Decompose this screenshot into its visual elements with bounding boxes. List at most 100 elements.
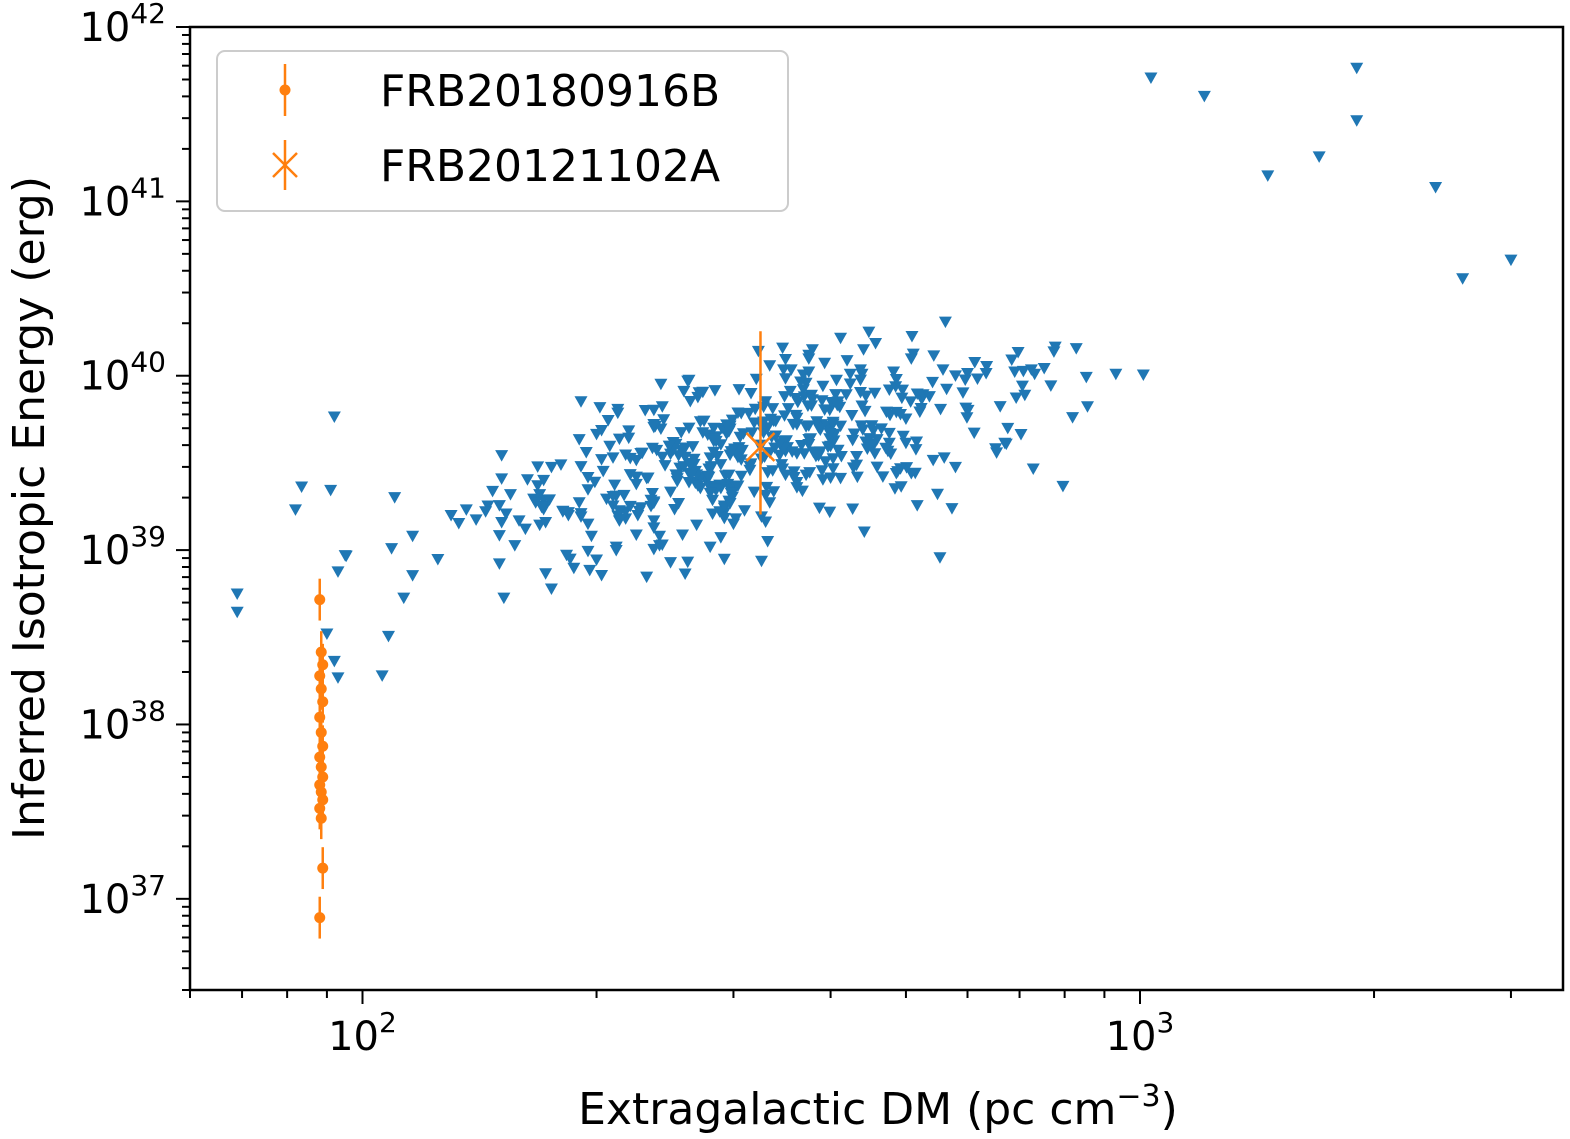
x-axis-label: Extragalactic DM (pc cm−3) bbox=[578, 1079, 1178, 1135]
upper-limit-point bbox=[850, 471, 864, 484]
upper-limit-point bbox=[574, 461, 588, 473]
upper-limit-point bbox=[922, 391, 936, 403]
upper-limit-point bbox=[831, 444, 845, 457]
upper-limit-point bbox=[804, 400, 818, 412]
upper-limit-point bbox=[512, 515, 526, 527]
frb20180916b-point bbox=[314, 912, 326, 924]
upper-limit-point bbox=[821, 441, 835, 454]
upper-limit-point bbox=[469, 514, 483, 526]
upper-limit-point bbox=[554, 459, 568, 471]
upper-limit-point bbox=[590, 554, 604, 566]
upper-limit-point bbox=[834, 420, 848, 433]
y-tick-label: 1041 bbox=[79, 171, 166, 225]
upper-limit-point bbox=[596, 465, 610, 478]
upper-limit-point bbox=[845, 410, 859, 422]
upper-limit-point bbox=[889, 467, 903, 480]
upper-limit-point bbox=[913, 406, 927, 419]
upper-limit-point bbox=[492, 500, 506, 512]
upper-limit-point bbox=[839, 389, 853, 401]
upper-limit-point bbox=[743, 464, 757, 477]
upper-limit-point bbox=[816, 474, 830, 486]
upper-limit-point bbox=[431, 554, 445, 566]
upper-limit-point bbox=[909, 444, 923, 456]
upper-limit-point bbox=[876, 471, 890, 483]
upper-limit-point bbox=[593, 402, 607, 414]
upper-limit-point bbox=[735, 444, 749, 457]
frb20180916b-point bbox=[317, 862, 329, 874]
upper-limit-point bbox=[868, 387, 882, 400]
upper-limit-point bbox=[681, 556, 695, 569]
upper-limit-point bbox=[1144, 72, 1158, 84]
upper-limit-point bbox=[685, 469, 699, 481]
upper-limit-point bbox=[908, 467, 922, 480]
upper-limit-point bbox=[581, 518, 595, 531]
upper-limit-point bbox=[829, 389, 843, 401]
upper-limit-point bbox=[829, 374, 843, 387]
upper-limit-point bbox=[655, 451, 669, 464]
upper-limit-point bbox=[926, 376, 940, 389]
upper-limit-point bbox=[707, 422, 721, 435]
upper-limit-point bbox=[993, 401, 1007, 413]
upper-limit-point bbox=[910, 436, 924, 448]
upper-limit-point bbox=[1312, 151, 1326, 163]
upper-limit-point bbox=[936, 364, 950, 376]
upper-limit-point bbox=[826, 453, 840, 465]
upper-limit-point bbox=[1350, 62, 1364, 75]
upper-limit-point bbox=[732, 384, 746, 396]
legend-box bbox=[216, 50, 789, 212]
upper-limit-point bbox=[714, 532, 728, 544]
upper-limit-point bbox=[734, 470, 748, 483]
y-tick-label: 1040 bbox=[79, 346, 166, 400]
upper-limit-point bbox=[572, 434, 586, 446]
x-axis: 102 103 bbox=[189, 990, 1512, 1060]
upper-limit-point bbox=[791, 396, 805, 409]
upper-limit-point bbox=[544, 583, 558, 596]
y-tick-label: 1037 bbox=[79, 869, 166, 923]
upper-limit-point bbox=[1005, 354, 1019, 367]
upper-limit-point bbox=[1044, 380, 1058, 392]
upper-limit-point bbox=[385, 543, 399, 555]
upper-limit-point bbox=[1079, 371, 1093, 384]
upper-limit-point bbox=[686, 441, 700, 453]
upper-limit-point bbox=[499, 508, 513, 521]
upper-limit-point bbox=[682, 422, 696, 435]
upper-limit-point bbox=[1008, 366, 1022, 379]
upper-limit-point bbox=[647, 497, 661, 510]
upper-limit-point bbox=[672, 450, 686, 462]
upper-limit-point bbox=[999, 438, 1013, 451]
upper-limit-point bbox=[846, 503, 860, 516]
upper-limit-point bbox=[722, 469, 736, 482]
upper-limit-point bbox=[722, 495, 736, 508]
upper-limit-point bbox=[1048, 341, 1062, 354]
upper-limit-point bbox=[781, 403, 795, 415]
upper-limit-point bbox=[893, 409, 907, 421]
upper-limit-point bbox=[459, 504, 473, 516]
y-tick-label: 1038 bbox=[79, 694, 166, 748]
upper-limit-point bbox=[755, 555, 769, 568]
upper-limit-point bbox=[703, 541, 717, 554]
upper-limit-point bbox=[843, 378, 857, 391]
upper-limit-point bbox=[958, 374, 972, 387]
upper-limit-point bbox=[938, 316, 952, 329]
upper-limit-point bbox=[766, 403, 780, 415]
upper-limit-point bbox=[230, 588, 244, 601]
upper-limit-point bbox=[677, 385, 691, 398]
upper-limit-point bbox=[1069, 343, 1083, 355]
y-axis-label: Inferred Isotropic Energy (erg) bbox=[4, 176, 55, 840]
upper-limit-point bbox=[967, 427, 981, 440]
upper-limit-point bbox=[533, 489, 547, 501]
upper-limit-point bbox=[724, 487, 738, 500]
upper-limit-point bbox=[779, 469, 793, 482]
upper-limit-point bbox=[870, 434, 884, 446]
upper-limit-point bbox=[785, 446, 799, 458]
upper-limit-point bbox=[683, 457, 697, 470]
legend-marker-frb20180916b bbox=[279, 64, 291, 116]
upper-limit-point bbox=[934, 403, 948, 416]
upper-limit-point bbox=[866, 425, 880, 437]
upper-limit-point bbox=[674, 427, 688, 439]
upper-limit-point bbox=[444, 509, 458, 522]
upper-limit-point bbox=[381, 630, 395, 643]
upper-limit-point bbox=[623, 500, 637, 513]
legend-label-frb20180916b: FRB20180916B bbox=[380, 66, 720, 117]
upper-limit-point bbox=[693, 482, 707, 495]
